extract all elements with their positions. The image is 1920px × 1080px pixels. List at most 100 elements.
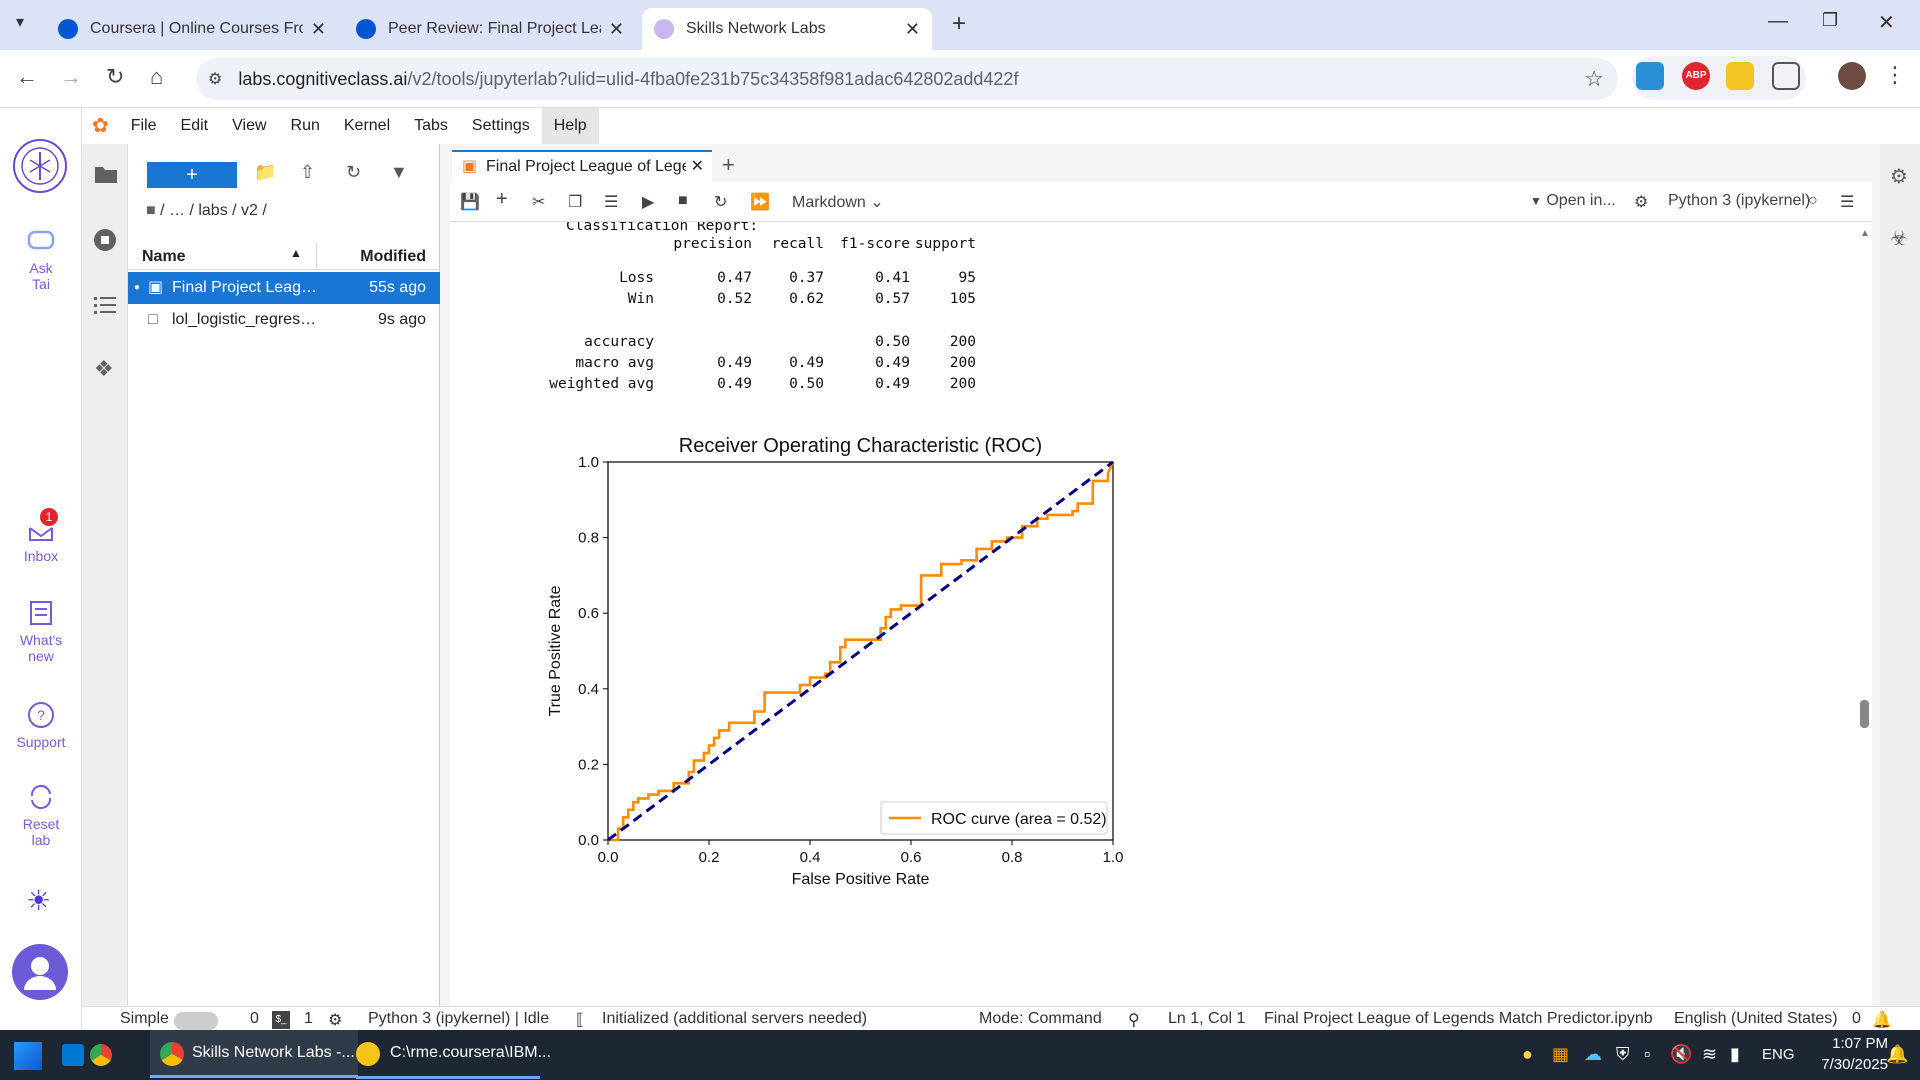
tab-search-icon[interactable]: ▾	[16, 14, 25, 31]
sidebar-item-reset-lab[interactable]: Reset lab	[0, 782, 82, 848]
new-tab-button[interactable]: +	[952, 10, 967, 37]
terminal-icon[interactable]: $_	[272, 1011, 290, 1029]
language-indicator[interactable]: English (United States)	[1674, 1010, 1838, 1027]
menu-settings[interactable]: Settings	[471, 117, 530, 134]
restart-run-all-icon[interactable]: ⏩	[750, 194, 770, 211]
site-info-icon[interactable]: ⚙	[208, 71, 223, 88]
kernel-status[interactable]: Python 3 (ipykernel) | Idle	[368, 1010, 550, 1027]
notebook-tab[interactable]: ▣ Final Project League of Legends ✕	[452, 150, 712, 182]
sort-ascending-icon[interactable]: ▲	[290, 246, 302, 260]
file-row[interactable]: □ lol_logistic_regression_model.pth 9s a…	[128, 304, 440, 336]
home-icon[interactable]: ⌂	[150, 64, 164, 89]
menu-run[interactable]: Run	[290, 117, 320, 134]
simple-mode-toggle[interactable]	[174, 1012, 218, 1030]
close-icon[interactable]: ✕	[608, 18, 624, 39]
cursor-position[interactable]: Ln 1, Col 1	[1168, 1010, 1246, 1027]
download-extension-icon[interactable]	[1726, 62, 1754, 90]
browser-tab-coursera[interactable]: Coursera | Online Courses From ✕	[46, 8, 338, 50]
close-icon[interactable]: ✕	[310, 18, 326, 39]
explorer-icon[interactable]	[356, 1042, 380, 1066]
run-icon[interactable]: ▶	[642, 194, 655, 211]
folder-icon[interactable]	[94, 164, 118, 184]
wifi-icon[interactable]: ≋	[1702, 1044, 1718, 1064]
breadcrumb[interactable]: ■ / … / labs / v2 /	[146, 202, 267, 220]
browser-menu-icon[interactable]: ⋮	[1884, 62, 1906, 87]
browser-tab-peer-review[interactable]: Peer Review: Final Project Leagu ✕	[344, 8, 636, 50]
menu-view[interactable]: View	[232, 117, 267, 134]
kernel-gear-icon[interactable]: ⚙	[328, 1012, 343, 1029]
taskbar-app-label[interactable]: C:\rme.coursera\IBM...	[390, 1044, 551, 1061]
debugger-icon[interactable]: ⚙	[1634, 194, 1649, 211]
scroll-up-icon[interactable]: ▲	[1860, 228, 1870, 239]
vertical-scrollbar[interactable]: ▲ ▼	[1858, 228, 1872, 1028]
bell-icon[interactable]: 🔔	[1872, 1012, 1892, 1029]
paste-icon[interactable]: ☰	[604, 194, 619, 211]
menu-kernel[interactable]: Kernel	[343, 117, 391, 134]
forward-icon[interactable]: →	[60, 64, 82, 89]
app-grid-icon[interactable]: ▦	[1552, 1044, 1570, 1064]
url-bar[interactable]: ⚙ labs.cognitiveclass.ai/v2/tools/jupyte…	[196, 58, 1618, 100]
open-in-button[interactable]: ▼ Open in...	[1530, 192, 1616, 210]
stop-icon[interactable]: ■	[678, 192, 688, 209]
property-inspector-icon[interactable]: ⚙	[1890, 166, 1908, 188]
close-window-button[interactable]: ✕	[1878, 12, 1895, 34]
battery-icon[interactable]: ▮	[1730, 1044, 1740, 1064]
insert-cell-icon[interactable]: +	[496, 188, 508, 210]
refresh-icon[interactable]: ↻	[346, 162, 362, 182]
browser-tab-skills-network[interactable]: Skills Network Labs ✕	[642, 8, 932, 50]
back-icon[interactable]: ←	[16, 64, 38, 89]
clock-date[interactable]: 7/30/2025	[1821, 1056, 1888, 1073]
cut-icon[interactable]: ✂	[532, 194, 546, 211]
sidebar-item-inbox[interactable]: 1 Inbox	[0, 508, 82, 564]
clock-time[interactable]: 1:07 PM	[1832, 1035, 1888, 1052]
printer-extension-icon[interactable]	[1636, 62, 1664, 90]
usb-icon[interactable]: ▫	[1644, 1044, 1651, 1064]
filter-icon[interactable]: ▼	[390, 162, 408, 182]
new-folder-icon[interactable]: 📁	[254, 162, 277, 182]
close-icon[interactable]: ✕	[690, 158, 704, 175]
menu-tabs[interactable]: Tabs	[414, 117, 448, 134]
adblock-extension-icon[interactable]: ABP	[1682, 62, 1710, 90]
profile-avatar[interactable]	[1838, 62, 1866, 90]
copy-icon[interactable]: ❐	[568, 194, 583, 211]
security-shield-icon[interactable]: ⛨	[1616, 1044, 1630, 1064]
volume-muted-icon[interactable]: 🔇	[1670, 1044, 1693, 1064]
menu-file[interactable]: File	[130, 117, 157, 134]
reload-icon[interactable]: ↻	[106, 64, 125, 89]
file-row[interactable]: ● ▣ Final Project League of Legends Matc…	[128, 272, 440, 304]
restore-button[interactable]: ❐	[1822, 10, 1839, 30]
column-name[interactable]: Name	[142, 248, 186, 265]
taskbar-app-chrome[interactable]	[150, 1030, 358, 1078]
menu-edit[interactable]: Edit	[180, 117, 209, 134]
puzzle-extensions-icon[interactable]	[1772, 62, 1800, 90]
upload-icon[interactable]: ⇧	[300, 162, 316, 182]
close-icon[interactable]: ✕	[904, 18, 920, 39]
cell-type-select[interactable]: Markdown ⌄	[792, 192, 884, 212]
debugger-bug-icon[interactable]: ☣	[1890, 228, 1908, 250]
table-of-contents-icon[interactable]	[94, 296, 116, 314]
menu-icon[interactable]: ☰	[1840, 194, 1855, 211]
new-tab-button[interactable]: +	[722, 152, 735, 177]
bookmark-star-icon[interactable]: ☆	[1584, 66, 1604, 91]
scrollbar-thumb[interactable]	[1860, 700, 1869, 728]
chrome-icon[interactable]	[90, 1044, 112, 1066]
lsp-status[interactable]: Initialized (additional servers needed)	[602, 1010, 868, 1027]
onedrive-icon[interactable]: ☁	[1584, 1044, 1602, 1064]
weather-icon[interactable]: ●	[1522, 1044, 1533, 1064]
new-launcher-button[interactable]: +	[147, 162, 237, 188]
user-avatar[interactable]	[12, 944, 68, 1000]
kernel-name[interactable]: Python 3 (ipykernel)	[1668, 192, 1811, 209]
minimize-button[interactable]: —	[1768, 10, 1788, 32]
restart-icon[interactable]: ↻	[714, 194, 728, 211]
sidebar-item-whats-new[interactable]: What's new	[0, 598, 82, 664]
sidebar-item-ask-tai[interactable]: Ask Tai	[0, 226, 82, 292]
notification-bell-icon[interactable]: 🔔	[1886, 1044, 1909, 1064]
theme-toggle-icon[interactable]: ☀	[26, 885, 52, 916]
running-kernels-icon[interactable]	[93, 228, 117, 252]
extensions-puzzle-icon[interactable]: ❖	[94, 356, 114, 381]
sidebar-item-support[interactable]: ? Support	[0, 700, 82, 750]
save-icon[interactable]: 💾	[460, 194, 480, 211]
column-modified[interactable]: Modified	[360, 248, 426, 265]
windows-start-icon[interactable]	[14, 1042, 42, 1070]
outlook-icon[interactable]	[62, 1044, 84, 1066]
